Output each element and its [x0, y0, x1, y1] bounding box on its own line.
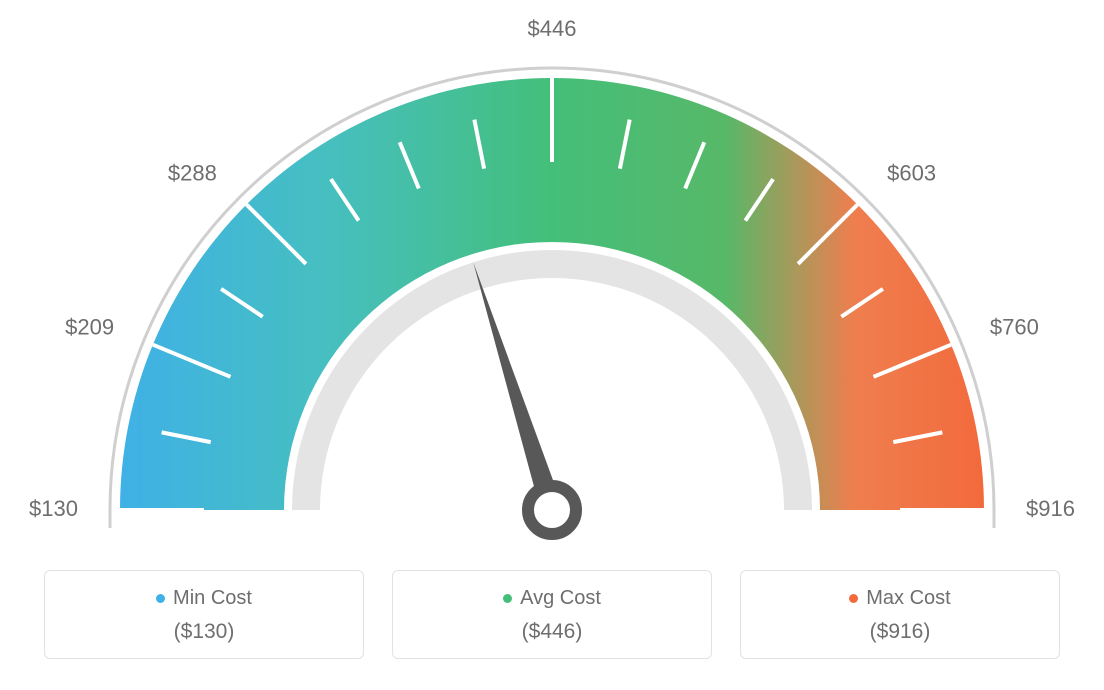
dot-avg-icon — [503, 594, 512, 603]
legend-avg-label: Avg Cost — [520, 587, 601, 610]
dot-max-icon — [849, 594, 858, 603]
legend-min-label: Min Cost — [173, 587, 252, 610]
legend-max-value: ($916) — [749, 620, 1051, 644]
legend-row: Min Cost ($130) Avg Cost ($446) Max Cost… — [0, 570, 1104, 659]
svg-text:$603: $603 — [887, 161, 936, 186]
legend-max: Max Cost ($916) — [740, 570, 1060, 659]
legend-avg: Avg Cost ($446) — [392, 570, 712, 659]
legend-min-value: ($130) — [53, 620, 355, 644]
svg-text:$760: $760 — [990, 314, 1039, 339]
svg-text:$209: $209 — [65, 314, 114, 339]
svg-text:$916: $916 — [1026, 496, 1075, 521]
legend-max-label: Max Cost — [866, 587, 950, 610]
svg-text:$130: $130 — [29, 496, 78, 521]
dot-min-icon — [156, 594, 165, 603]
legend-min: Min Cost ($130) — [44, 570, 364, 659]
svg-text:$288: $288 — [168, 161, 217, 186]
svg-text:$446: $446 — [528, 16, 577, 41]
legend-avg-value: ($446) — [401, 620, 703, 644]
cost-gauge: $130 $209 $288 $446 $603 $760 $916 — [0, 0, 1104, 560]
